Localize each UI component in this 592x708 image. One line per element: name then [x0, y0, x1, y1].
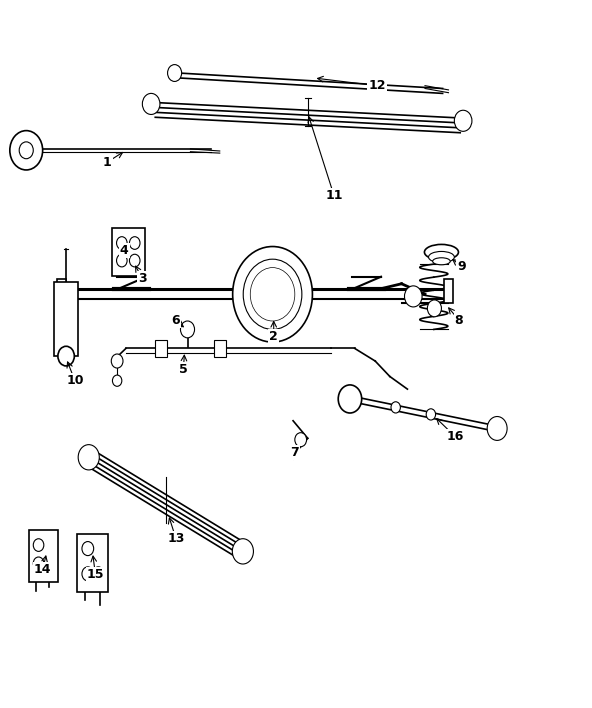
Text: 4: 4: [120, 244, 128, 256]
Text: 7: 7: [291, 446, 299, 459]
Text: 3: 3: [138, 272, 147, 285]
Circle shape: [243, 259, 302, 329]
FancyBboxPatch shape: [28, 530, 58, 581]
Circle shape: [92, 567, 104, 581]
Text: 5: 5: [179, 363, 188, 376]
Text: 8: 8: [455, 314, 464, 327]
Circle shape: [232, 539, 253, 564]
Circle shape: [130, 236, 140, 249]
Ellipse shape: [424, 244, 458, 260]
Circle shape: [295, 433, 307, 447]
Text: 14: 14: [34, 563, 52, 576]
Text: 1: 1: [103, 156, 111, 169]
Text: 15: 15: [86, 568, 104, 581]
Circle shape: [250, 268, 295, 321]
Circle shape: [33, 539, 44, 552]
Circle shape: [487, 416, 507, 440]
Circle shape: [10, 130, 43, 170]
Bar: [155, 340, 167, 357]
Circle shape: [181, 321, 195, 338]
Circle shape: [391, 401, 400, 413]
Text: 10: 10: [66, 375, 83, 387]
Text: 9: 9: [457, 260, 466, 273]
FancyBboxPatch shape: [77, 534, 108, 592]
FancyBboxPatch shape: [54, 282, 78, 356]
Text: 12: 12: [368, 79, 385, 92]
Circle shape: [338, 385, 362, 413]
Ellipse shape: [433, 258, 451, 265]
Text: 11: 11: [326, 190, 343, 202]
FancyBboxPatch shape: [112, 228, 144, 276]
Text: 13: 13: [167, 532, 185, 544]
Circle shape: [19, 142, 33, 159]
Circle shape: [142, 93, 160, 115]
Text: 6: 6: [172, 314, 180, 327]
Ellipse shape: [429, 251, 454, 263]
Circle shape: [82, 542, 94, 556]
Bar: [444, 279, 453, 304]
Circle shape: [427, 300, 442, 316]
Text: 2: 2: [269, 330, 278, 343]
Bar: [214, 340, 226, 357]
Circle shape: [454, 110, 472, 131]
Circle shape: [168, 64, 182, 81]
Circle shape: [117, 254, 127, 267]
Circle shape: [82, 567, 94, 581]
Circle shape: [78, 445, 99, 470]
Circle shape: [33, 557, 44, 570]
Circle shape: [112, 375, 122, 387]
Circle shape: [111, 354, 123, 368]
Circle shape: [426, 409, 436, 420]
Circle shape: [130, 254, 140, 267]
Circle shape: [260, 279, 285, 309]
Circle shape: [233, 246, 313, 342]
Circle shape: [58, 346, 75, 366]
Bar: [57, 279, 66, 304]
Text: 16: 16: [447, 430, 464, 443]
Circle shape: [117, 236, 127, 249]
Circle shape: [404, 286, 422, 307]
